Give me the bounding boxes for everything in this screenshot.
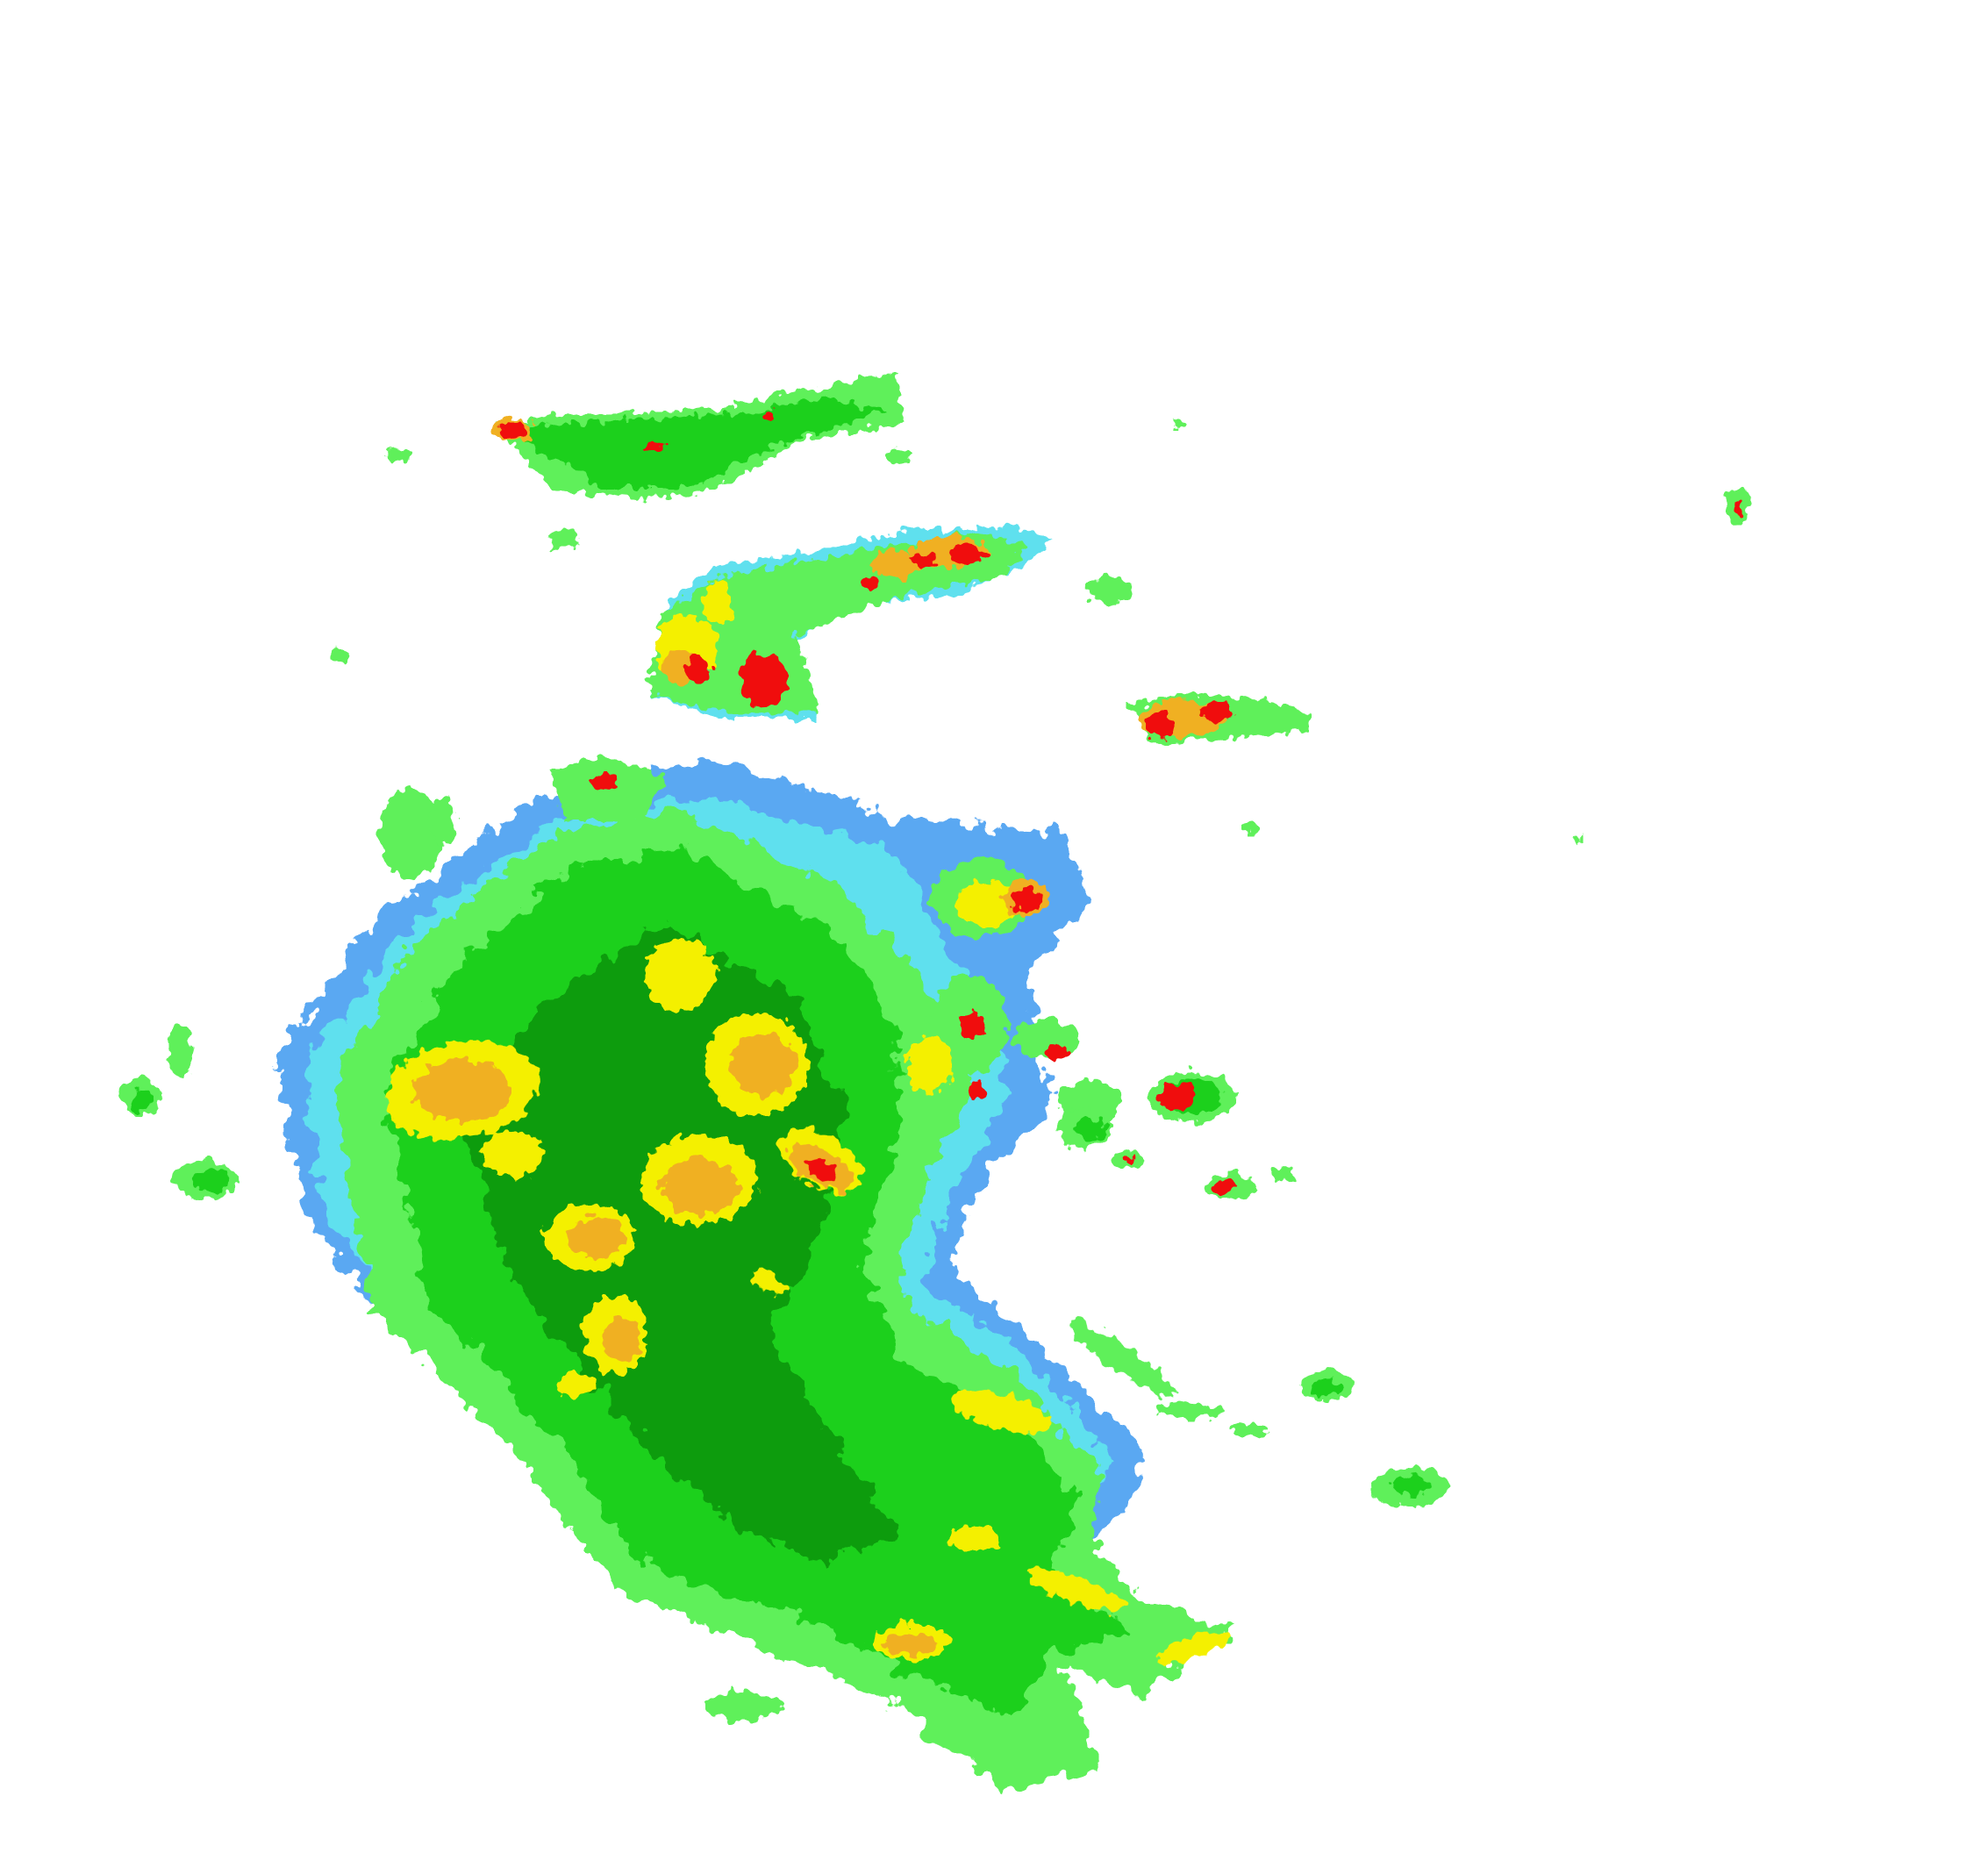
echo-yellow <box>906 1036 954 1093</box>
echo-red <box>964 1079 985 1101</box>
echo-red <box>1011 887 1042 913</box>
echo-green <box>193 1168 230 1192</box>
echo-red <box>686 656 712 683</box>
echo-yellow <box>703 579 734 626</box>
echo-light-green <box>384 447 411 463</box>
echo-light-green <box>884 448 911 462</box>
echo-yellow <box>1028 1569 1126 1612</box>
echo-red <box>1122 1155 1135 1166</box>
echo-orange <box>731 1032 796 1097</box>
echo-red <box>1048 1043 1069 1060</box>
echo-yellow <box>1156 1631 1229 1664</box>
echo-red <box>1203 701 1234 722</box>
echo-light-green <box>1161 1403 1226 1419</box>
echo-orange <box>568 1217 626 1258</box>
echo-red <box>1159 1084 1196 1110</box>
echo-orange <box>884 1634 937 1655</box>
echo-red <box>762 410 777 424</box>
echo-yellow <box>558 1372 597 1399</box>
echo-light-green <box>1272 1165 1293 1182</box>
echo-red <box>1734 498 1743 518</box>
echo-red <box>643 440 665 452</box>
echo-light-green <box>705 1690 783 1721</box>
echo-red <box>804 1157 838 1182</box>
echo-orange <box>872 551 924 577</box>
echo-orange <box>660 1157 738 1215</box>
echo-light-green <box>1069 1320 1176 1398</box>
echo-red <box>959 1013 985 1039</box>
echo-orange <box>412 1059 511 1121</box>
echo-green <box>1312 1378 1343 1397</box>
echo-red <box>862 576 883 590</box>
echo-light-green <box>1231 1423 1270 1437</box>
echo-yellow <box>481 1131 546 1177</box>
echo-orange <box>604 1317 640 1363</box>
echo-light-green <box>332 646 348 662</box>
echo-light-green <box>548 528 580 549</box>
echo-yellow <box>950 1388 1051 1433</box>
echo-red <box>740 651 787 708</box>
echo-red <box>910 552 937 569</box>
echo-light-green <box>1573 834 1582 847</box>
echo-light-green <box>378 788 443 879</box>
echo-light-green <box>1244 820 1257 834</box>
echo-red <box>590 774 616 791</box>
echo-light-green <box>1173 418 1187 429</box>
echo-red <box>500 419 526 440</box>
echo-red <box>950 543 987 565</box>
echo-green <box>506 397 885 488</box>
echo-red <box>1214 1178 1235 1194</box>
echo-red <box>1148 712 1174 738</box>
echo-yellow <box>948 1526 1001 1552</box>
echo-light-green <box>167 1026 193 1077</box>
echo-yellow <box>752 1269 788 1296</box>
echo-yellow <box>955 881 1020 927</box>
echo-light-green <box>429 795 456 847</box>
echo-green <box>1075 1117 1106 1141</box>
echo-green <box>129 1088 154 1113</box>
echo-light-green <box>647 532 1026 712</box>
echo-green <box>1390 1474 1432 1496</box>
echo-yellow <box>643 938 716 1011</box>
echo-light-green <box>1086 576 1133 603</box>
